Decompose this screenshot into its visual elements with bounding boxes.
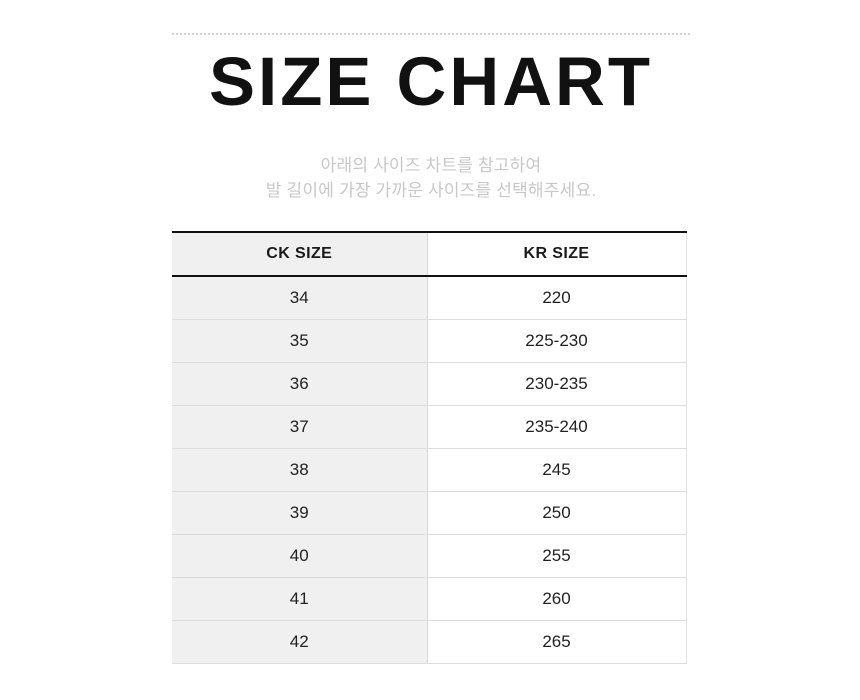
cell-ck-size: 36 — [172, 362, 428, 406]
cell-kr-size: 235-240 — [427, 405, 687, 449]
table-header-row: CK SIZE KR SIZE — [172, 231, 687, 277]
cell-ck-size: 37 — [172, 405, 428, 449]
cell-kr-size: 230-235 — [427, 362, 687, 406]
cell-ck-size: 40 — [172, 534, 428, 578]
cell-kr-size: 245 — [427, 448, 687, 492]
subtitle-line-2: 발 길이에 가장 가까운 사이즈를 선택해주세요. — [265, 181, 597, 200]
size-table-container: CK SIZE KR SIZE 34 220 35 225-230 36 — [172, 231, 687, 664]
cell-ck-size: 38 — [172, 448, 428, 492]
cell-ck-size: 41 — [172, 577, 428, 621]
page-title: SIZE CHART — [209, 43, 653, 120]
table-row: 41 260 — [172, 577, 687, 621]
cell-kr-size: 220 — [427, 276, 687, 320]
top-dotted-divider — [172, 33, 690, 35]
table-body: 34 220 35 225-230 36 230-235 37 235-240 — [172, 276, 687, 664]
page-subtitle: 아래의 사이즈 차트를 참고하여 발 길이에 가장 가까운 사이즈를 선택해주세… — [172, 116, 690, 203]
cell-kr-size: 265 — [427, 620, 687, 664]
cell-kr-size: 260 — [427, 577, 687, 621]
column-header-ck-size: CK SIZE — [172, 231, 428, 277]
cell-ck-size: 34 — [172, 276, 428, 320]
cell-ck-size: 42 — [172, 620, 428, 664]
subtitle-line-1: 아래의 사이즈 차트를 참고하여 — [320, 156, 542, 175]
table-row: 40 255 — [172, 534, 687, 578]
table-row: 35 225-230 — [172, 319, 687, 363]
table-row: 38 245 — [172, 448, 687, 492]
size-chart-table: CK SIZE KR SIZE 34 220 35 225-230 36 — [172, 231, 687, 664]
column-header-kr-size: KR SIZE — [427, 231, 687, 277]
table-row: 34 220 — [172, 276, 687, 320]
table-row: 36 230-235 — [172, 362, 687, 406]
table-row: 42 265 — [172, 620, 687, 664]
cell-ck-size: 35 — [172, 319, 428, 363]
table-row: 39 250 — [172, 491, 687, 535]
content-container: SIZE CHART 아래의 사이즈 차트를 참고하여 발 길이에 가장 가까운… — [172, 0, 690, 664]
cell-kr-size: 225-230 — [427, 319, 687, 363]
cell-kr-size: 255 — [427, 534, 687, 578]
cell-ck-size: 39 — [172, 491, 428, 535]
table-header: CK SIZE KR SIZE — [172, 231, 687, 277]
cell-kr-size: 250 — [427, 491, 687, 535]
table-row: 37 235-240 — [172, 405, 687, 449]
